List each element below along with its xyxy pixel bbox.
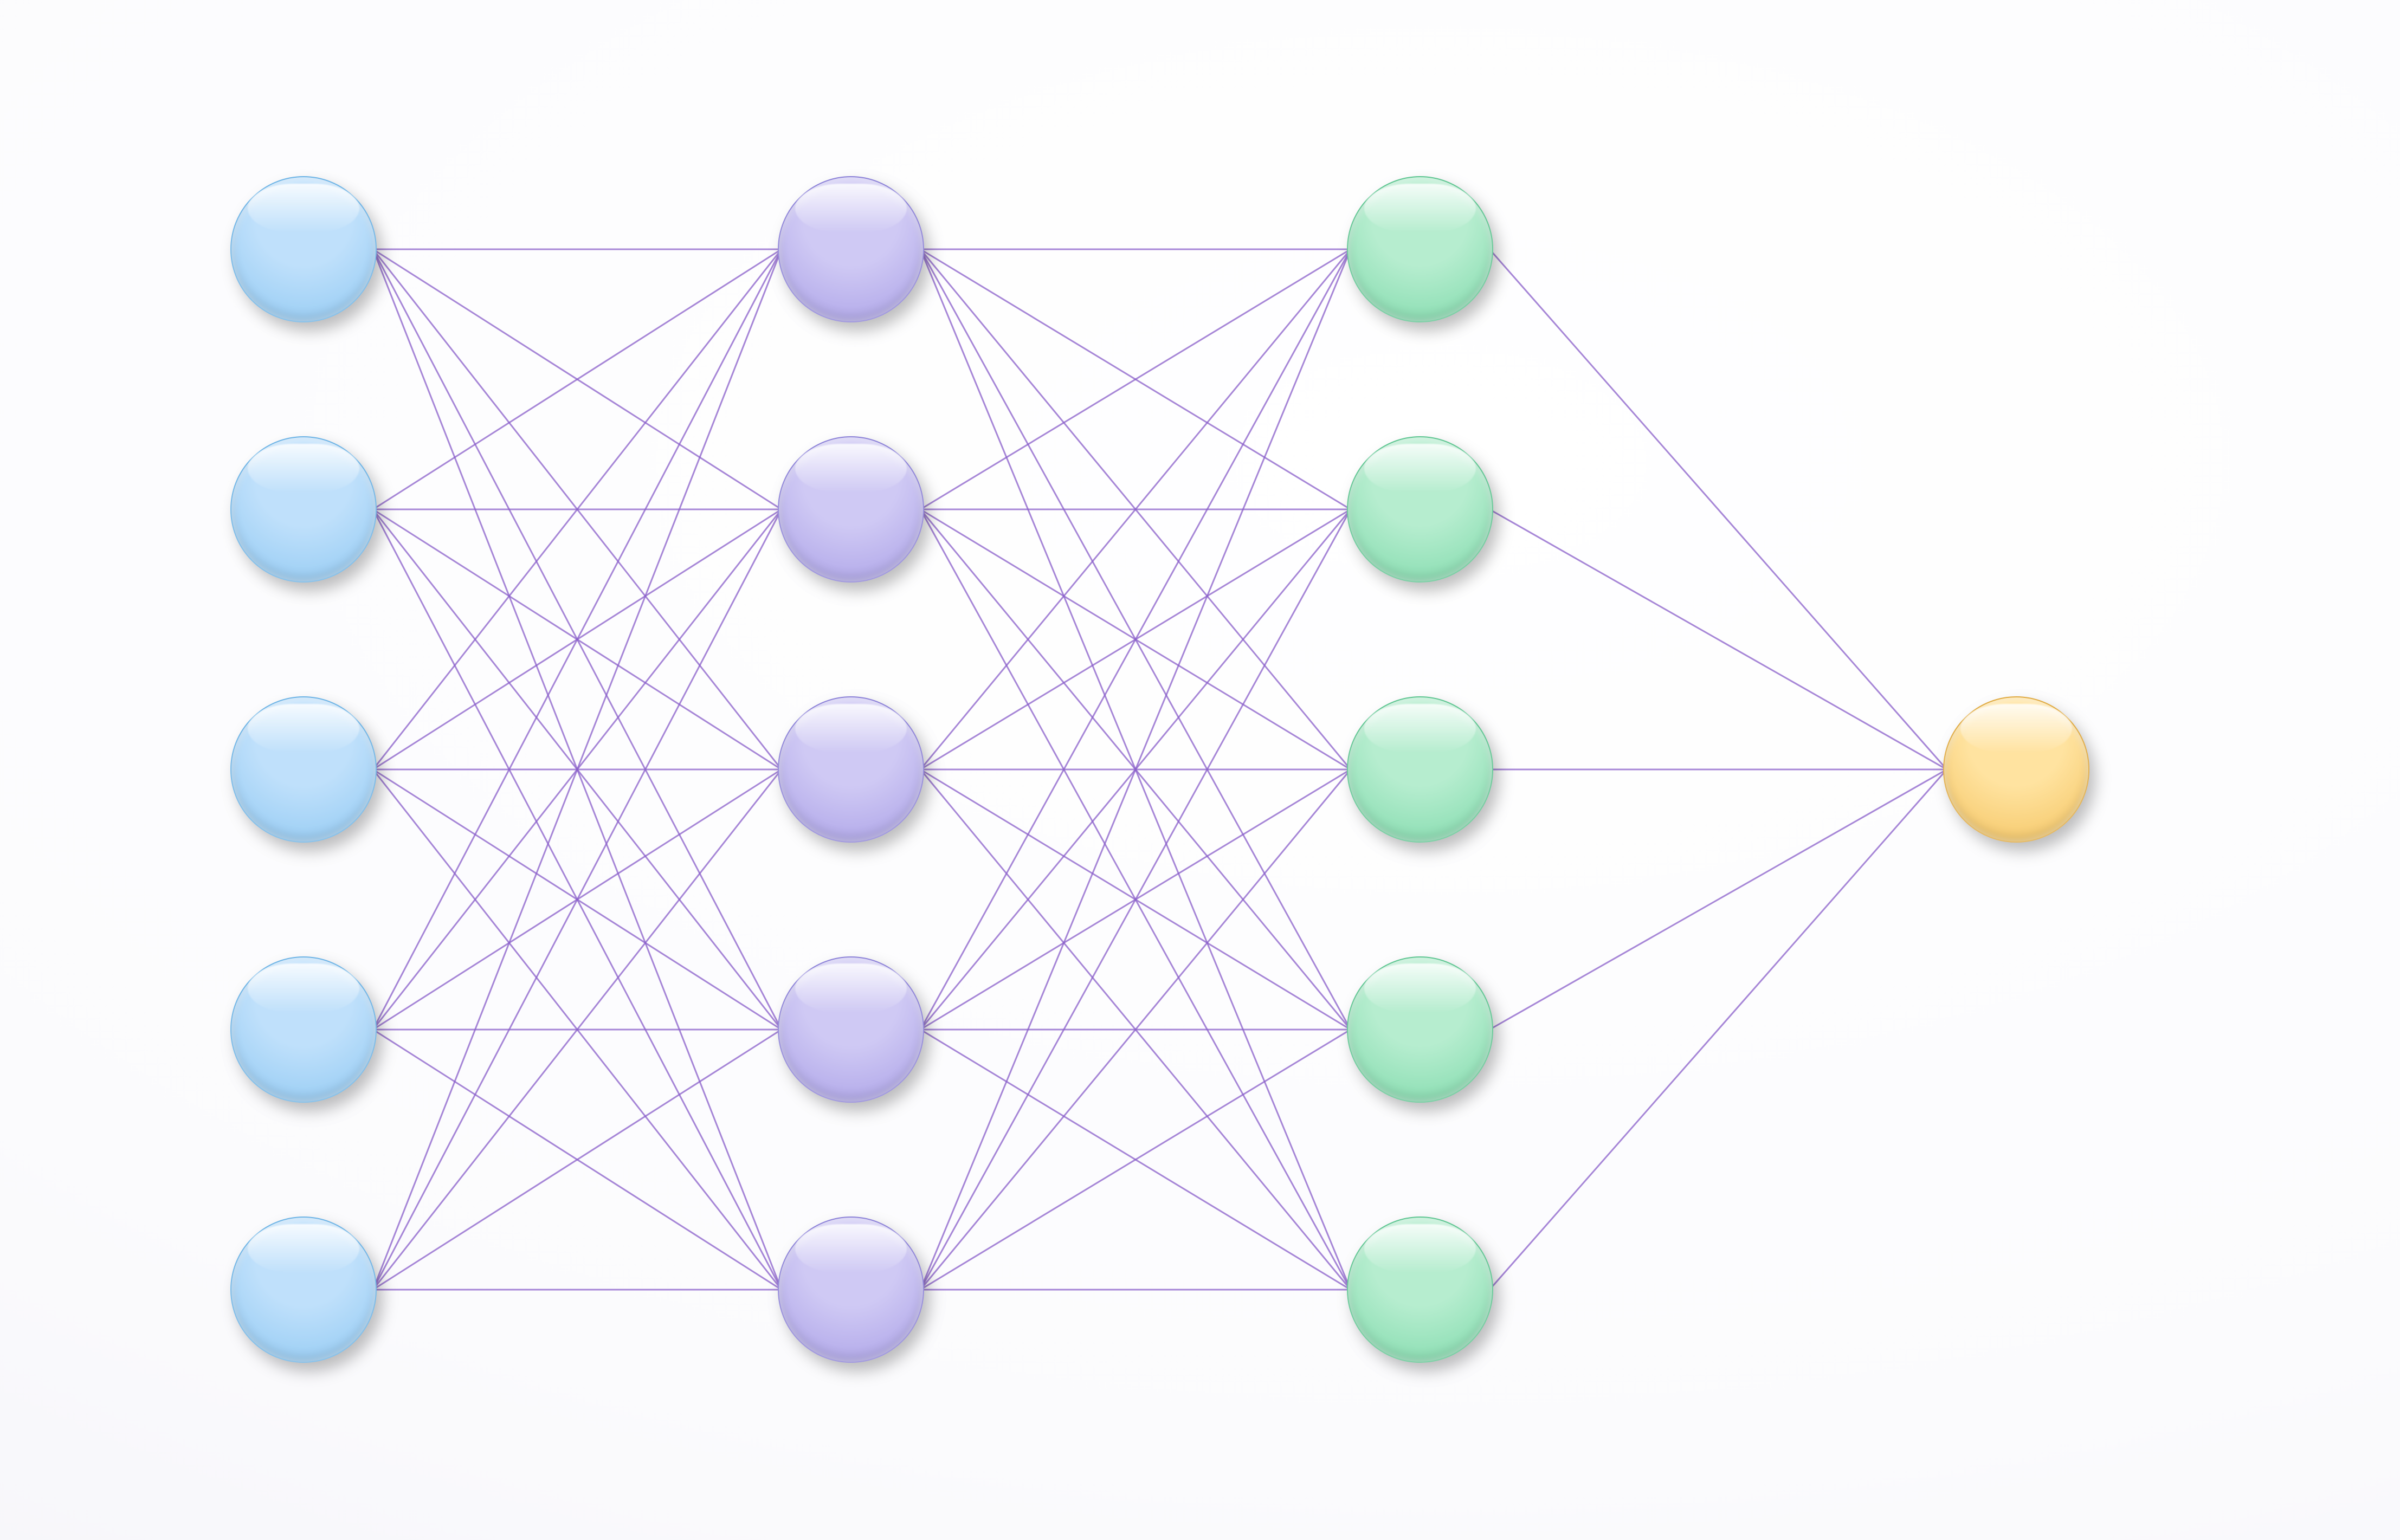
hidden1-node	[778, 956, 924, 1103]
node-gloss	[795, 1224, 906, 1274]
node-gloss	[1364, 963, 1475, 1013]
node-gloss	[795, 704, 906, 754]
input-node	[230, 176, 377, 322]
node-gloss	[248, 444, 359, 494]
edge	[1489, 249, 1947, 769]
output-node	[1943, 696, 2089, 843]
node-gloss	[795, 963, 906, 1013]
node-gloss	[248, 704, 359, 754]
hidden1-node	[778, 436, 924, 583]
hidden2-node	[1347, 176, 1493, 322]
node-gloss	[248, 1224, 359, 1274]
hidden2-node	[1347, 436, 1493, 583]
hidden2-node	[1347, 696, 1493, 843]
node-gloss	[1960, 704, 2072, 754]
hidden1-node	[778, 1217, 924, 1363]
input-node	[230, 696, 377, 843]
node-gloss	[795, 444, 906, 494]
node-gloss	[795, 184, 906, 234]
hidden1-node	[778, 176, 924, 322]
hidden1-node	[778, 696, 924, 843]
edge	[1489, 769, 1947, 1290]
node-gloss	[1364, 184, 1475, 234]
node-gloss	[248, 963, 359, 1013]
neural-network-diagram	[0, 0, 2400, 1540]
node-gloss	[1364, 1224, 1475, 1274]
node-gloss	[1364, 444, 1475, 494]
edge	[1489, 509, 1947, 769]
edge	[1489, 769, 1947, 1030]
input-node	[230, 436, 377, 583]
hidden2-node	[1347, 1217, 1493, 1363]
input-node	[230, 1217, 377, 1363]
node-gloss	[1364, 704, 1475, 754]
input-node	[230, 956, 377, 1103]
node-gloss	[248, 184, 359, 234]
hidden2-node	[1347, 956, 1493, 1103]
